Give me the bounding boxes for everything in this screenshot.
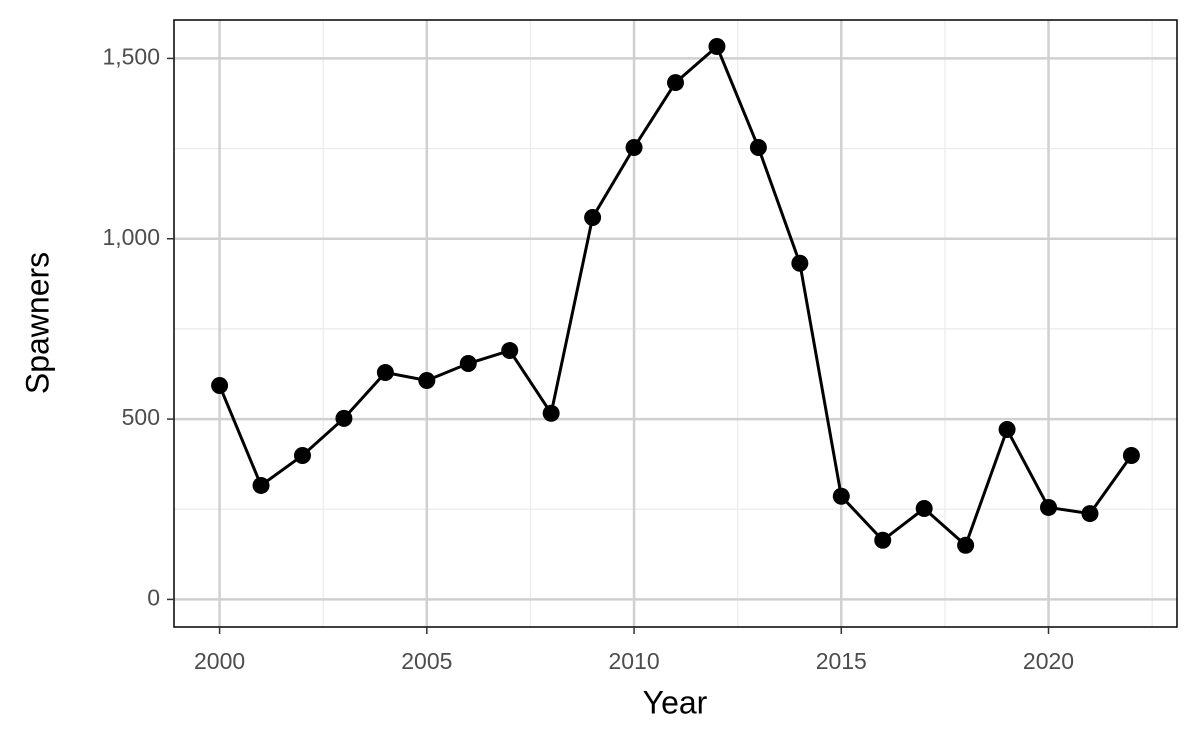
point	[1040, 498, 1058, 516]
point	[335, 409, 353, 427]
point	[998, 421, 1016, 439]
point	[211, 377, 229, 395]
point	[708, 38, 726, 56]
point	[1122, 447, 1140, 465]
point	[252, 476, 270, 494]
point	[376, 364, 394, 382]
x-tick-label: 2000	[194, 648, 245, 674]
point	[957, 536, 975, 554]
point	[584, 208, 602, 226]
y-axis-title: Spawners	[19, 252, 55, 394]
point	[542, 404, 560, 422]
x-tick-label: 2010	[608, 648, 659, 674]
y-tick-label: 500	[122, 404, 160, 430]
point	[749, 138, 767, 156]
y-tick-label: 1,000	[102, 224, 160, 250]
point	[459, 355, 477, 373]
x-tick-label: 2020	[1023, 648, 1074, 674]
plot-area	[211, 38, 1140, 554]
point	[667, 74, 684, 92]
point	[874, 531, 892, 549]
y-tick-label: 0	[147, 584, 160, 610]
point	[625, 138, 643, 156]
point	[501, 342, 519, 360]
panel-border	[173, 19, 1178, 628]
point	[1081, 505, 1099, 523]
x-axis-title: Year	[643, 684, 708, 720]
point	[293, 447, 311, 465]
point	[915, 500, 933, 518]
point	[418, 371, 436, 389]
point	[832, 487, 850, 505]
x-tick-label: 2015	[816, 648, 867, 674]
y-tick-label: 1,500	[102, 43, 160, 69]
grid	[174, 20, 1177, 627]
x-tick-label: 2005	[401, 648, 452, 674]
axes: 2000 2005 2010 2015 2020 0 500 1,000 1,500	[102, 43, 1074, 674]
point	[791, 254, 809, 272]
